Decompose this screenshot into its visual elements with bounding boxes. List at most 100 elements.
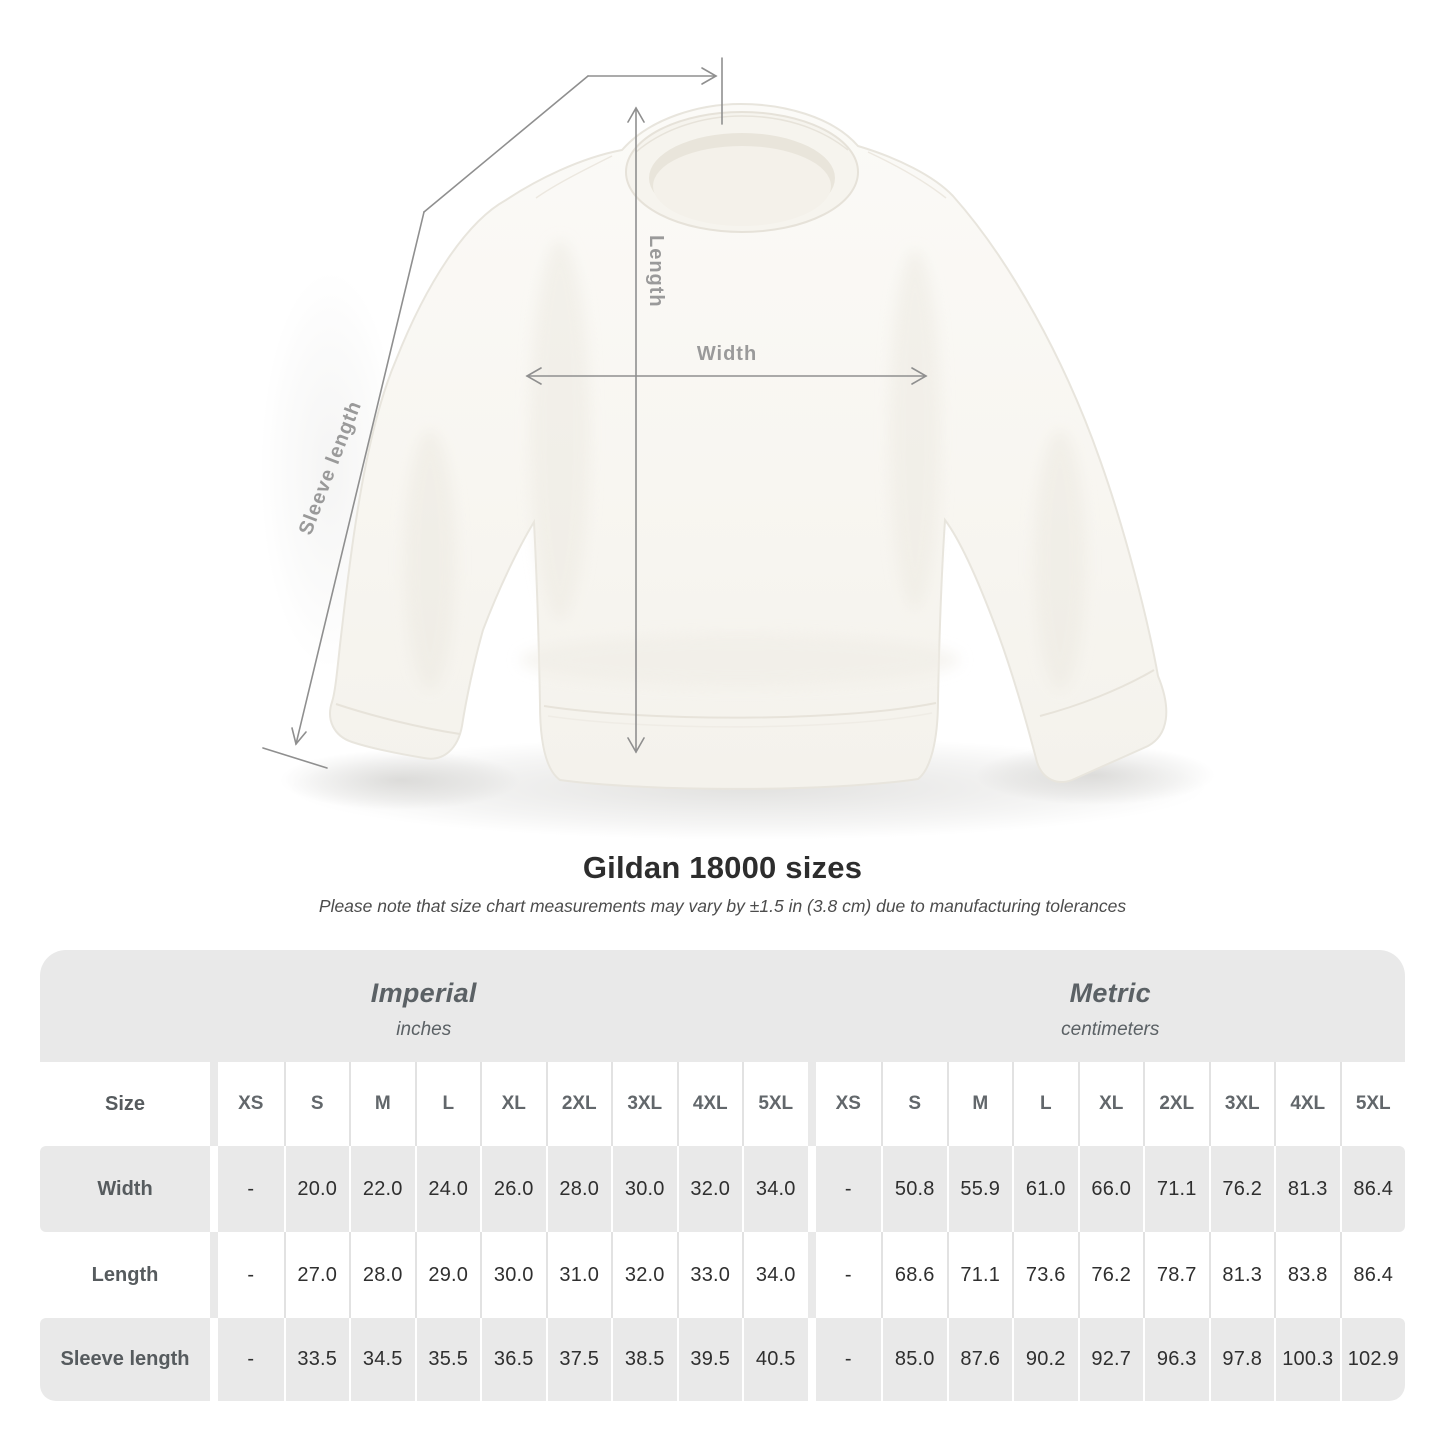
value-cell-imperial: 24.0 <box>414 1146 480 1232</box>
metric-unit: centimeters <box>1061 1018 1160 1040</box>
value-cell-imperial: 28.0 <box>545 1146 611 1232</box>
value-cell-metric: 50.8 <box>881 1146 947 1232</box>
sleeve-length-line <box>262 57 723 769</box>
value-cell-imperial: 40.5 <box>742 1318 808 1401</box>
product-diagram-section: Length Width Sleeve length <box>260 57 1215 840</box>
value-cell-metric: 55.9 <box>946 1146 1012 1232</box>
value-cell-metric: 92.7 <box>1077 1318 1143 1401</box>
metric-section-header: Metric centimeters <box>816 972 1406 1041</box>
value-cell-metric: 85.0 <box>881 1318 947 1401</box>
value-cell-metric: 73.6 <box>1012 1232 1078 1318</box>
size-header-metric-l: L <box>1012 1062 1078 1146</box>
size-header-metric-xl: XL <box>1077 1062 1143 1146</box>
row-label: Sleeve length <box>40 1318 210 1401</box>
value-cell-metric: 81.3 <box>1208 1232 1274 1318</box>
size-header-imperial-3xl: 3XL <box>611 1062 677 1146</box>
value-cell-imperial: 32.0 <box>676 1146 742 1232</box>
value-cell-metric: - <box>815 1318 881 1401</box>
value-cell-imperial: 31.0 <box>545 1232 611 1318</box>
value-cell-imperial: 34.5 <box>349 1318 415 1401</box>
size-header-imperial-2xl: 2XL <box>545 1062 611 1146</box>
page-title: Gildan 18000 sizes <box>582 850 863 885</box>
value-cell-imperial: 30.0 <box>480 1232 546 1318</box>
sweatshirt-image <box>329 102 1168 790</box>
title-block: Gildan 18000 sizes Please note that size… <box>0 848 1445 918</box>
size-header-metric-s: S <box>881 1062 947 1146</box>
size-header-imperial-l: L <box>414 1062 480 1146</box>
size-header-imperial-s: S <box>283 1062 349 1146</box>
sweatshirt-diagram: Length Width Sleeve length <box>260 57 1215 840</box>
value-cell-imperial: 39.5 <box>676 1318 742 1401</box>
value-cell-imperial: 37.5 <box>545 1318 611 1401</box>
section-gutter <box>807 1232 816 1318</box>
units-header-band: Imperial inches Metric centimeters <box>40 950 1405 1062</box>
value-cell-imperial: 20.0 <box>283 1146 349 1232</box>
value-cell-imperial: 26.0 <box>480 1146 546 1232</box>
value-cell-metric: 86.4 <box>1339 1232 1405 1318</box>
value-cell-imperial: 32.0 <box>611 1232 677 1318</box>
width-line <box>525 367 928 385</box>
size-header-metric-m: M <box>946 1062 1012 1146</box>
value-cell-metric: 76.2 <box>1077 1232 1143 1318</box>
value-cell-metric: 87.6 <box>946 1318 1012 1401</box>
row-label: Width <box>40 1146 210 1232</box>
size-header-metric-xs: XS <box>815 1062 881 1146</box>
value-cell-metric: 96.3 <box>1143 1318 1209 1401</box>
value-cell-imperial: 22.0 <box>349 1146 415 1232</box>
imperial-section-header: Imperial inches <box>40 972 808 1041</box>
size-table: Imperial inches Metric centimeters Size X… <box>40 950 1405 1401</box>
value-cell-metric: 71.1 <box>946 1232 1012 1318</box>
value-cell-metric: - <box>815 1146 881 1232</box>
value-cell-imperial: 27.0 <box>283 1232 349 1318</box>
section-gutter <box>210 1146 218 1232</box>
row-label: Length <box>40 1232 210 1318</box>
value-cell-imperial: 34.0 <box>742 1146 808 1232</box>
value-cell-imperial: 36.5 <box>480 1318 546 1401</box>
metric-title: Metric <box>1069 977 1151 1008</box>
size-header-imperial-xl: XL <box>480 1062 546 1146</box>
value-cell-imperial: 29.0 <box>414 1232 480 1318</box>
size-header-metric-2xl: 2XL <box>1143 1062 1209 1146</box>
section-gutter <box>807 1146 816 1232</box>
value-cell-imperial: 33.0 <box>676 1232 742 1318</box>
value-cell-imperial: 35.5 <box>414 1318 480 1401</box>
value-cell-metric: 68.6 <box>881 1232 947 1318</box>
value-cell-metric: 61.0 <box>1012 1146 1078 1232</box>
value-cell-metric: 66.0 <box>1077 1146 1143 1232</box>
width-label: Width <box>697 343 757 365</box>
value-cell-metric: 81.3 <box>1274 1146 1340 1232</box>
imperial-title: Imperial <box>370 977 477 1008</box>
size-header-metric-4xl: 4XL <box>1274 1062 1340 1146</box>
section-gutter <box>807 1062 816 1146</box>
length-label: Length <box>645 235 667 308</box>
value-cell-metric: 76.2 <box>1208 1146 1274 1232</box>
size-column-header: Size <box>40 1062 210 1146</box>
value-cell-metric: 86.4 <box>1339 1146 1405 1232</box>
value-cell-metric: 90.2 <box>1012 1318 1078 1401</box>
section-gutter <box>210 1318 218 1401</box>
value-cell-imperial: - <box>218 1232 284 1318</box>
value-cell-metric: 71.1 <box>1143 1146 1209 1232</box>
page-subtitle: Please note that size chart measurements… <box>318 896 1127 916</box>
section-gutter <box>210 1062 218 1146</box>
value-cell-imperial: 30.0 <box>611 1146 677 1232</box>
value-cell-imperial: - <box>218 1146 284 1232</box>
size-header-metric-5xl: 5XL <box>1339 1062 1405 1146</box>
value-cell-imperial: 38.5 <box>611 1318 677 1401</box>
size-header-imperial-m: M <box>349 1062 415 1146</box>
size-header-imperial-4xl: 4XL <box>676 1062 742 1146</box>
value-cell-metric: 100.3 <box>1274 1318 1340 1401</box>
size-header-imperial-5xl: 5XL <box>742 1062 808 1146</box>
length-line <box>627 106 645 754</box>
value-cell-imperial: 33.5 <box>283 1318 349 1401</box>
value-cell-metric: - <box>815 1232 881 1318</box>
imperial-unit: inches <box>396 1018 452 1040</box>
value-cell-metric: 102.9 <box>1339 1318 1405 1401</box>
section-gutter <box>210 1232 218 1318</box>
value-cell-imperial: - <box>218 1318 284 1401</box>
size-header-imperial-xs: XS <box>218 1062 284 1146</box>
value-cell-imperial: 28.0 <box>349 1232 415 1318</box>
value-cell-metric: 97.8 <box>1208 1318 1274 1401</box>
value-cell-imperial: 34.0 <box>742 1232 808 1318</box>
section-gutter <box>807 1318 816 1401</box>
